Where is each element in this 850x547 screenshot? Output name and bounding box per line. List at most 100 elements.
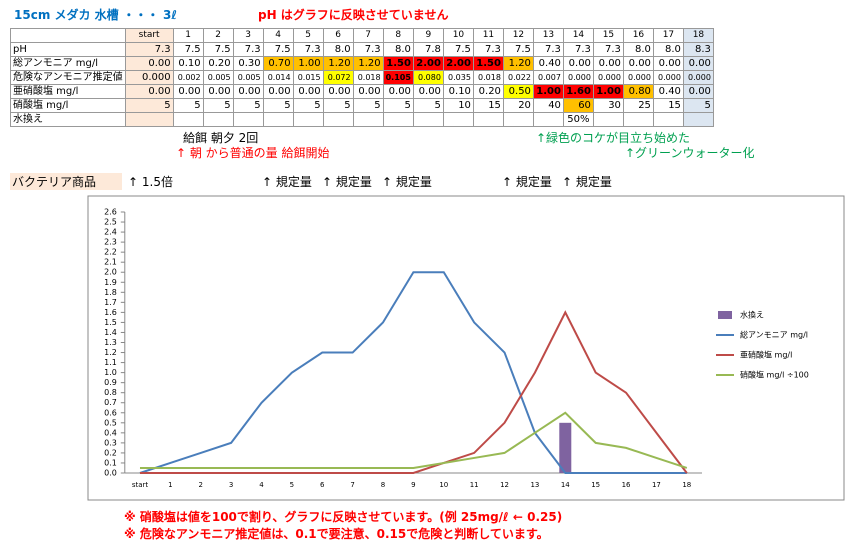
header-cell: 7 (352, 28, 384, 43)
cell: 8.0 (322, 42, 354, 57)
cell: 0.000 (562, 70, 594, 85)
legend-label: 亜硝酸塩 mg/l (740, 350, 792, 360)
cell: 8.0 (652, 42, 684, 57)
y-tick-label: 2.2 (104, 248, 117, 257)
cell: 7.5 (202, 42, 234, 57)
x-tick-label: start (132, 481, 149, 489)
table-row: 危険なアンモニア推定値 0.000 0.002 0.005 0.005 0.014 0.01… (10, 70, 714, 85)
cell: 10 (442, 98, 474, 113)
x-tick-label: 6 (320, 481, 325, 489)
cell (652, 112, 684, 127)
cell: 1.00 (292, 56, 324, 71)
cell: 1.50 (472, 56, 504, 71)
cell: 1.20 (322, 56, 354, 71)
cell: 0.40 (532, 56, 564, 71)
header-cell: 9 (412, 28, 444, 43)
cell: 0.005 (202, 70, 234, 85)
cell: 0.00 (652, 56, 684, 71)
cell: 5 (292, 98, 324, 113)
legend-label: 総アンモニア mg/l (740, 330, 808, 340)
y-tick-label: 0.2 (104, 448, 117, 457)
cell: 40 (532, 98, 564, 113)
cell (622, 112, 654, 127)
cell: 7.3 (592, 42, 624, 57)
cell: 0.00 (322, 84, 354, 99)
cell: 5 (262, 98, 294, 113)
cell: 0.000 (682, 70, 714, 85)
feeding-note: 給餌 朝夕 2回 (183, 131, 259, 145)
bacteria-mark: ↑ 規定量 (382, 175, 432, 189)
cell: 7.8 (412, 42, 444, 57)
cell: 7.5 (172, 42, 204, 57)
series-line (139, 411, 688, 469)
header-cell: 3 (232, 28, 264, 43)
table-row: 水換え 50% (10, 112, 714, 127)
header-cell: 13 (532, 28, 564, 43)
cell: 0.50 (502, 84, 534, 99)
x-tick-label: 7 (350, 481, 354, 489)
y-tick-label: 2.5 (104, 218, 117, 227)
y-tick-label: 1.9 (104, 278, 117, 287)
cell: 0.00 (352, 84, 384, 99)
cell: 0.30 (232, 56, 264, 71)
header-cell: 14 (562, 28, 594, 43)
y-tick-label: 0.8 (104, 388, 117, 397)
y-tick-label: 1.4 (104, 328, 117, 337)
footnote: ※ 硝酸塩は値を100で割り、グラフに反映させています。(例 25mg/ℓ ← … (124, 510, 563, 524)
header-cell: 8 (382, 28, 414, 43)
legend-swatch (718, 311, 732, 319)
cell: 1.60 (562, 84, 594, 99)
cell: 0.105 (382, 70, 414, 85)
cell (442, 112, 474, 127)
cell (592, 112, 624, 127)
series-line (139, 310, 688, 474)
cell: 0.005 (232, 70, 264, 85)
y-tick-label: 1.6 (104, 308, 117, 317)
cell (532, 112, 564, 127)
header-cell: 17 (652, 28, 684, 43)
cell: 5 (232, 98, 264, 113)
cell: 0.00 (202, 84, 234, 99)
cell: 0.000 (652, 70, 684, 85)
cell: 30 (592, 98, 624, 113)
cell: 5 (172, 98, 204, 113)
header-cell: 6 (322, 28, 354, 43)
cell: 0.10 (442, 84, 474, 99)
cell: 5 (682, 98, 714, 113)
cell: 7.3 (124, 42, 174, 57)
y-tick-label: 2.4 (104, 228, 117, 237)
cell: 7.5 (502, 42, 534, 57)
y-tick-label: 1.0 (104, 368, 117, 377)
header-cell: 12 (502, 28, 534, 43)
cell: 5 (412, 98, 444, 113)
x-tick-label: 15 (591, 481, 600, 489)
cell: 2.00 (442, 56, 474, 71)
feeding-note: ↑ 朝 から普通の量 給餌開始 (176, 146, 330, 160)
chart-frame (87, 195, 845, 501)
bacteria-mark: ↑ 規定量 (262, 175, 312, 189)
cell: 5 (382, 98, 414, 113)
x-tick-label: 1 (168, 481, 172, 489)
row-label: 水換え (10, 112, 126, 127)
x-tick-label: 12 (500, 481, 509, 489)
cell: 15 (652, 98, 684, 113)
cell (322, 112, 354, 127)
cell: 1.50 (382, 56, 414, 71)
row-label: 亜硝酸塩 mg/l (10, 84, 126, 99)
x-tick-label: 9 (411, 481, 415, 489)
x-tick-label: 16 (622, 481, 631, 489)
cell (502, 112, 534, 127)
row-label: pH (10, 42, 126, 57)
cell: 7.3 (532, 42, 564, 57)
cell (412, 112, 444, 127)
y-tick-label: 0.0 (104, 469, 117, 478)
cell: 0.10 (172, 56, 204, 71)
x-tick-label: 18 (682, 481, 691, 489)
y-tick-label: 0.3 (104, 438, 117, 447)
y-tick-label: 2.0 (104, 268, 117, 277)
header-row: start 1 2 3 4 5 6 7 8 9 10 11 12 13 14 15 16 17 18 (10, 28, 714, 43)
cell: 0.00 (124, 56, 174, 71)
cell (262, 112, 294, 127)
x-tick-label: 5 (290, 481, 294, 489)
